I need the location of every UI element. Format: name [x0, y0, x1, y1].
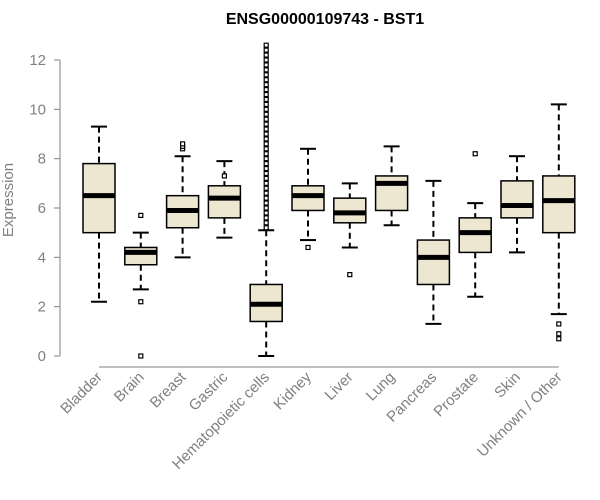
x-category-label: Brain	[111, 369, 148, 406]
box-group	[458, 151, 492, 298]
axes: 0 2 4 6 8 10 12	[29, 52, 559, 368]
y-tick-label: 10	[29, 101, 46, 118]
x-category-label: Kidney	[270, 368, 315, 413]
outlier-point	[263, 101, 269, 108]
outlier-point	[180, 141, 186, 147]
outlier-point	[263, 86, 269, 93]
x-category-label: Bladder	[57, 369, 106, 418]
box-group	[542, 103, 576, 342]
outlier-point	[347, 272, 353, 278]
outlier-point	[305, 244, 311, 251]
outlier-point	[263, 82, 269, 88]
outlier-point	[263, 52, 269, 58]
outlier-point	[138, 299, 144, 305]
outlier-point	[263, 205, 269, 211]
outlier-point	[263, 200, 269, 206]
outlier-point	[263, 225, 269, 231]
outlier-point	[263, 131, 269, 137]
outlier-point	[263, 146, 269, 152]
box-iqr	[500, 180, 534, 219]
outlier-point	[263, 190, 269, 196]
box-group	[207, 160, 242, 239]
y-axis-label: Expression	[0, 163, 17, 237]
outlier-point	[138, 212, 144, 218]
box-group	[82, 125, 116, 303]
x-category-label: Breast	[147, 368, 190, 411]
box-iqr	[542, 175, 576, 234]
y-tick-label: 0	[38, 348, 46, 365]
outlier-point	[263, 106, 269, 112]
outlier-point	[556, 336, 562, 342]
outlier-point	[263, 96, 269, 103]
box-group	[124, 212, 158, 359]
outlier-point	[263, 170, 269, 177]
box-iqr	[416, 239, 451, 286]
chart-title: ENSG00000109743 - BST1	[226, 11, 424, 28]
outlier-point	[263, 215, 269, 221]
y-tick-label: 12	[29, 52, 46, 69]
outlier-point	[138, 353, 144, 359]
outlier-point	[263, 161, 269, 167]
outlier-point	[263, 72, 269, 78]
outlier-point	[263, 126, 269, 132]
outlier-point	[472, 151, 478, 157]
outlier-point	[263, 116, 269, 122]
outlier-point	[263, 220, 269, 226]
y-tick-label: 6	[38, 200, 46, 217]
outlier-point	[263, 42, 269, 48]
outlier-point	[263, 195, 269, 201]
outlier-point	[221, 173, 227, 179]
outlier-point	[263, 111, 269, 117]
box-group	[416, 179, 451, 325]
y-tick-label: 8	[38, 151, 46, 168]
outlier-point	[263, 77, 269, 83]
outlier-point	[263, 91, 269, 98]
outlier-point	[263, 67, 269, 73]
y-tick-label: 4	[38, 249, 46, 266]
x-category-label: Liver	[322, 369, 357, 404]
box-group	[333, 182, 367, 278]
y-tick-label: 2	[38, 299, 46, 316]
outlier-point	[263, 136, 269, 142]
outlier-point	[556, 331, 562, 337]
box-group	[374, 145, 409, 227]
outlier-point	[263, 180, 269, 186]
outlier-point	[263, 151, 269, 157]
outlier-point	[263, 57, 269, 63]
outlier-point	[263, 47, 269, 53]
box-group	[165, 141, 200, 259]
outlier-point	[263, 185, 269, 191]
x-category-label: Lung	[363, 369, 399, 405]
box-group	[291, 147, 325, 251]
box-group	[500, 155, 534, 254]
outlier-point	[263, 141, 269, 147]
x-category-label: Prostate	[430, 369, 482, 421]
box-group	[249, 42, 283, 357]
outlier-point	[263, 165, 269, 172]
outlier-point	[263, 210, 269, 216]
outlier-point	[263, 62, 269, 68]
box-series	[82, 42, 576, 359]
outlier-point	[263, 121, 269, 127]
box-iqr	[207, 185, 242, 219]
x-category-label: Skin	[491, 369, 524, 402]
outlier-point	[556, 321, 562, 327]
outlier-point	[263, 175, 269, 181]
outlier-point	[263, 156, 269, 162]
